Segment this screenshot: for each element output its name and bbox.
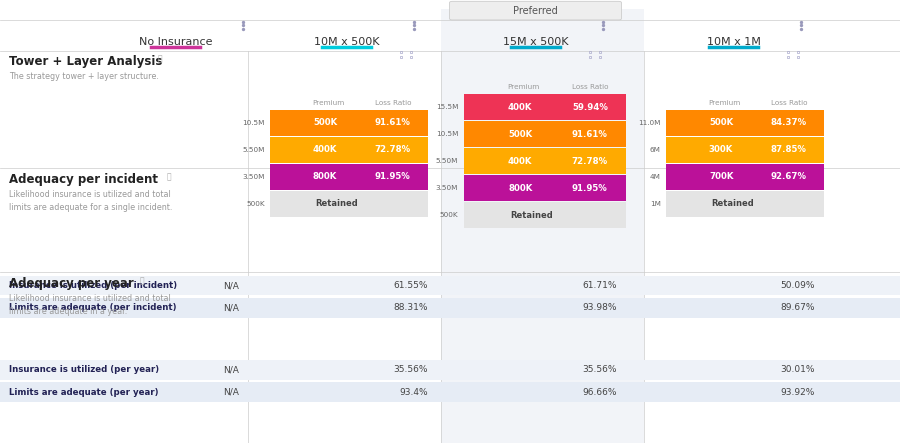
Text: Retained: Retained	[711, 199, 753, 208]
Text: ⓘ: ⓘ	[158, 54, 162, 63]
Text: N/A: N/A	[222, 303, 239, 312]
Bar	[0, 360, 900, 380]
FancyBboxPatch shape	[464, 121, 626, 147]
FancyBboxPatch shape	[464, 175, 626, 201]
Text: 400K: 400K	[508, 103, 533, 112]
Text: The strategy tower + layer structure.: The strategy tower + layer structure.	[9, 72, 159, 81]
Text: 91.95%: 91.95%	[572, 184, 608, 193]
FancyBboxPatch shape	[666, 164, 824, 190]
Text: Likelihood insurance is utilized and total: Likelihood insurance is utilized and tot…	[9, 294, 171, 303]
Text: 500K: 500K	[246, 201, 265, 207]
Text: 6M: 6M	[650, 147, 661, 153]
Text: 61.55%: 61.55%	[393, 281, 428, 290]
Text: Premium: Premium	[708, 100, 741, 106]
Text: 10M x 1M: 10M x 1M	[706, 37, 760, 47]
Text: 30.01%: 30.01%	[780, 365, 814, 374]
Text: 35.56%: 35.56%	[582, 365, 617, 374]
Text: Retained: Retained	[510, 211, 553, 220]
Text: 72.78%: 72.78%	[572, 157, 608, 166]
Text: 500K: 500K	[709, 118, 734, 127]
Text: Limits are adequate (per incident): Limits are adequate (per incident)	[9, 303, 176, 312]
Bar	[441, 9, 644, 443]
Text: 35.56%: 35.56%	[393, 365, 428, 374]
Text: 15M x 500K: 15M x 500K	[503, 37, 568, 47]
Text: 5.50M: 5.50M	[242, 147, 265, 153]
Text: N/A: N/A	[222, 365, 239, 374]
Text: 800K: 800K	[313, 172, 338, 181]
Text: 400K: 400K	[313, 145, 338, 154]
Text: 1M: 1M	[650, 201, 661, 207]
FancyBboxPatch shape	[464, 202, 626, 228]
Text: Loss Ratio: Loss Ratio	[770, 100, 807, 106]
Bar	[0, 298, 900, 318]
FancyBboxPatch shape	[666, 137, 824, 163]
Text: Premium: Premium	[312, 100, 345, 106]
Text: 300K: 300K	[709, 145, 734, 154]
FancyBboxPatch shape	[270, 164, 428, 190]
Text: ⓘ: ⓘ	[140, 276, 144, 285]
Text: 91.61%: 91.61%	[375, 118, 410, 127]
Text: 88.31%: 88.31%	[393, 303, 428, 312]
Text: 4M: 4M	[650, 174, 661, 180]
FancyBboxPatch shape	[270, 191, 428, 217]
Text: 72.78%: 72.78%	[374, 145, 411, 154]
Text: ⓘ: ⓘ	[166, 172, 171, 181]
Text: 11.0M: 11.0M	[638, 120, 661, 126]
FancyBboxPatch shape	[464, 148, 626, 174]
Bar	[0, 276, 900, 295]
Text: 700K: 700K	[709, 172, 734, 181]
Bar	[0, 382, 900, 402]
Text: 93.4%: 93.4%	[399, 388, 427, 396]
Text: 800K: 800K	[508, 184, 533, 193]
Text: Insurance is utilized (per year): Insurance is utilized (per year)	[9, 365, 159, 374]
Text: Retained: Retained	[315, 199, 357, 208]
Text: Limits are adequate (per year): Limits are adequate (per year)	[9, 388, 158, 396]
Text: 87.85%: 87.85%	[771, 145, 806, 154]
Text: 400K: 400K	[508, 157, 533, 166]
Text: Insurance is utilized (per incident): Insurance is utilized (per incident)	[9, 281, 177, 290]
Text: 10.5M: 10.5M	[242, 120, 265, 126]
Text: Premium: Premium	[508, 84, 540, 90]
Text: Adequacy per incident: Adequacy per incident	[9, 173, 158, 186]
Text: 93.98%: 93.98%	[582, 303, 617, 312]
Text: 3.50M: 3.50M	[242, 174, 265, 180]
Text: 92.67%: 92.67%	[770, 172, 807, 181]
Text: 15.5M: 15.5M	[436, 104, 458, 110]
Text: 50.09%: 50.09%	[780, 281, 814, 290]
Text: 61.71%: 61.71%	[582, 281, 617, 290]
FancyBboxPatch shape	[270, 110, 428, 136]
Text: Likelihood insurance is utilized and total: Likelihood insurance is utilized and tot…	[9, 190, 171, 198]
Text: Tower + Layer Analysis: Tower + Layer Analysis	[9, 55, 162, 68]
Text: Adequacy per year: Adequacy per year	[9, 277, 134, 290]
Text: 96.66%: 96.66%	[582, 388, 617, 396]
Text: Loss Ratio: Loss Ratio	[572, 84, 608, 90]
Text: 500K: 500K	[313, 118, 338, 127]
Text: 93.92%: 93.92%	[780, 388, 814, 396]
Text: Loss Ratio: Loss Ratio	[374, 100, 411, 106]
Text: 500K: 500K	[508, 130, 532, 139]
Text: 10.5M: 10.5M	[436, 131, 458, 137]
Text: 59.94%: 59.94%	[572, 103, 608, 112]
Text: N/A: N/A	[222, 281, 239, 290]
Text: 84.37%: 84.37%	[770, 118, 807, 127]
Text: 500K: 500K	[439, 212, 458, 218]
Text: 5.50M: 5.50M	[436, 158, 458, 164]
Text: 91.95%: 91.95%	[375, 172, 410, 181]
Text: limits are adequate in a year.: limits are adequate in a year.	[9, 307, 127, 316]
Text: Preferred: Preferred	[513, 6, 558, 16]
Text: N/A: N/A	[222, 388, 239, 396]
FancyBboxPatch shape	[666, 110, 824, 136]
FancyBboxPatch shape	[666, 191, 824, 217]
FancyBboxPatch shape	[464, 94, 626, 120]
FancyBboxPatch shape	[449, 1, 621, 20]
Text: 10M x 500K: 10M x 500K	[314, 37, 379, 47]
FancyBboxPatch shape	[270, 137, 428, 163]
Text: limits are adequate for a single incident.: limits are adequate for a single inciden…	[9, 203, 173, 212]
Text: 3.50M: 3.50M	[436, 185, 458, 191]
Text: 89.67%: 89.67%	[780, 303, 814, 312]
Text: No Insurance: No Insurance	[139, 37, 212, 47]
Text: 91.61%: 91.61%	[572, 130, 608, 139]
